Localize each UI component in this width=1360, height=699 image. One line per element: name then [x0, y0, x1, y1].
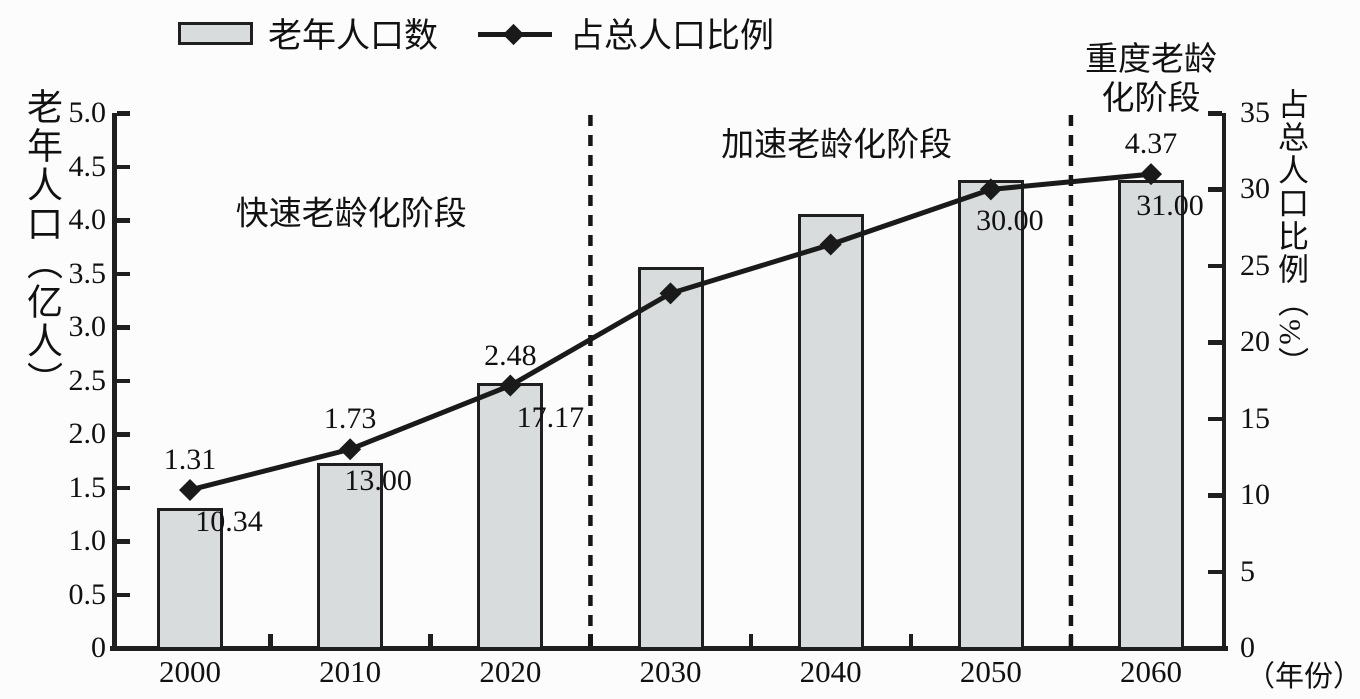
right-axis-tick-label: 15: [1240, 401, 1270, 435]
percent-value-label: 13.00: [344, 464, 412, 498]
right-axis-tick: [1207, 187, 1222, 192]
right-axis-line: [1221, 113, 1226, 651]
bar-value-label: 4.37: [1124, 127, 1178, 161]
year-label: 2020: [479, 654, 542, 689]
diamond-marker-icon: [179, 478, 201, 501]
right-axis-tick: [1207, 646, 1222, 651]
stage-label: 加速老龄化阶段: [721, 127, 953, 164]
x-axis-tick: [588, 634, 593, 648]
stage-label: 重度老龄 化阶段: [1085, 42, 1218, 117]
x-axis-tick: [1068, 634, 1074, 648]
right-axis-tick-label: 25: [1240, 248, 1270, 282]
left-axis-tick: [116, 271, 130, 276]
left-axis-tick-label: 2.0: [68, 417, 107, 450]
bar-value-label: 1.31: [163, 442, 217, 476]
right-axis-tick-label: 35: [1240, 96, 1270, 129]
left-axis-tick: [116, 164, 130, 169]
right-axis-tick-label: 30: [1240, 172, 1270, 206]
right-axis-tick: [1207, 340, 1222, 345]
left-axis-title: 老年人口（亿人）: [22, 88, 62, 400]
percent-value-label: 10.34: [195, 504, 263, 538]
left-axis-tick-label: 4.5: [68, 149, 107, 183]
left-axis-tick-label: 2.5: [68, 363, 107, 397]
right-axis-tick: [1207, 416, 1222, 422]
percent-value-label: 17.17: [516, 400, 585, 434]
left-axis-tick: [116, 646, 130, 651]
right-axis-tick: [1207, 111, 1222, 116]
right-axis-title: 占总人口比例（%）: [1273, 88, 1308, 380]
right-axis-tick: [1207, 493, 1222, 498]
right-axis-tick-label: 5: [1240, 554, 1255, 588]
left-axis-tick-label: 3.5: [68, 256, 107, 290]
bar: [157, 507, 223, 650]
x-axis-tick: [268, 634, 273, 648]
right-axis-tick-label: 10: [1240, 478, 1270, 512]
left-axis-tick-label: 1.0: [68, 524, 107, 557]
stage-label: 快速老龄化阶段: [235, 196, 467, 233]
left-axis-tick: [116, 432, 130, 437]
year-label: 2010: [319, 654, 382, 689]
bar: [957, 180, 1024, 650]
x-axis-unit-label: （年份）: [1246, 661, 1360, 693]
left-axis-tick: [116, 485, 130, 490]
left-axis-tick-label: 0: [91, 631, 106, 664]
left-axis-tick: [116, 325, 130, 330]
bar: [317, 462, 384, 650]
bar: [797, 213, 864, 650]
legend-label-bar: 老年人口数: [268, 18, 438, 55]
year-label: 2030: [639, 654, 702, 689]
right-axis-tick: [1207, 569, 1222, 575]
x-axis-tick: [428, 634, 433, 648]
x-axis-tick: [908, 634, 914, 648]
bar-value-label: 2.48: [484, 338, 537, 372]
right-axis-tick-label: 0: [1240, 631, 1255, 664]
left-axis-tick-label: 4.0: [68, 203, 107, 236]
left-axis-tick-label: 5.0: [68, 96, 107, 129]
year-label: 2000: [159, 654, 221, 689]
left-axis-tick: [116, 592, 130, 597]
left-axis-tick: [116, 539, 130, 544]
legend-label-line: 占总人口比例: [570, 18, 774, 55]
left-axis-tick-label: 1.5: [68, 470, 107, 504]
year-label: 2050: [959, 654, 1022, 689]
bar: [637, 267, 704, 650]
percent-value-label: 30.00: [976, 204, 1044, 238]
left-axis-tick-label: 0.5: [68, 577, 107, 611]
x-axis-tick: [748, 634, 754, 648]
left-axis-tick: [116, 218, 130, 223]
year-label: 2040: [799, 654, 862, 689]
bar-value-label: 1.73: [323, 402, 377, 436]
left-axis-line: [112, 113, 117, 651]
diamond-marker-icon: [339, 438, 362, 461]
year-label: 2060: [1120, 654, 1183, 689]
left-axis-tick-label: 3.0: [68, 310, 107, 343]
left-axis-tick: [116, 378, 130, 383]
right-axis-tick: [1207, 263, 1222, 269]
right-axis-tick-label: 20: [1240, 325, 1270, 359]
left-axis-tick: [116, 111, 130, 116]
percent-value-label: 31.00: [1136, 189, 1204, 223]
bar: [1118, 180, 1185, 650]
bar-swatch-icon: [178, 22, 253, 45]
